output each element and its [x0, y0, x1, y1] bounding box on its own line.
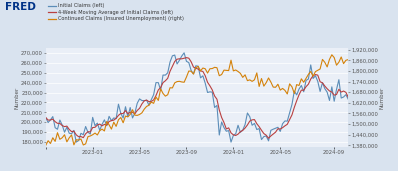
Y-axis label: Number: Number: [14, 86, 19, 109]
Text: FRED: FRED: [5, 2, 36, 12]
Legend: Initial Claims (left), 4-Week Moving Average of Initial Claims (left), Continued: Initial Claims (left), 4-Week Moving Ave…: [48, 3, 183, 21]
Y-axis label: Number: Number: [380, 86, 385, 109]
